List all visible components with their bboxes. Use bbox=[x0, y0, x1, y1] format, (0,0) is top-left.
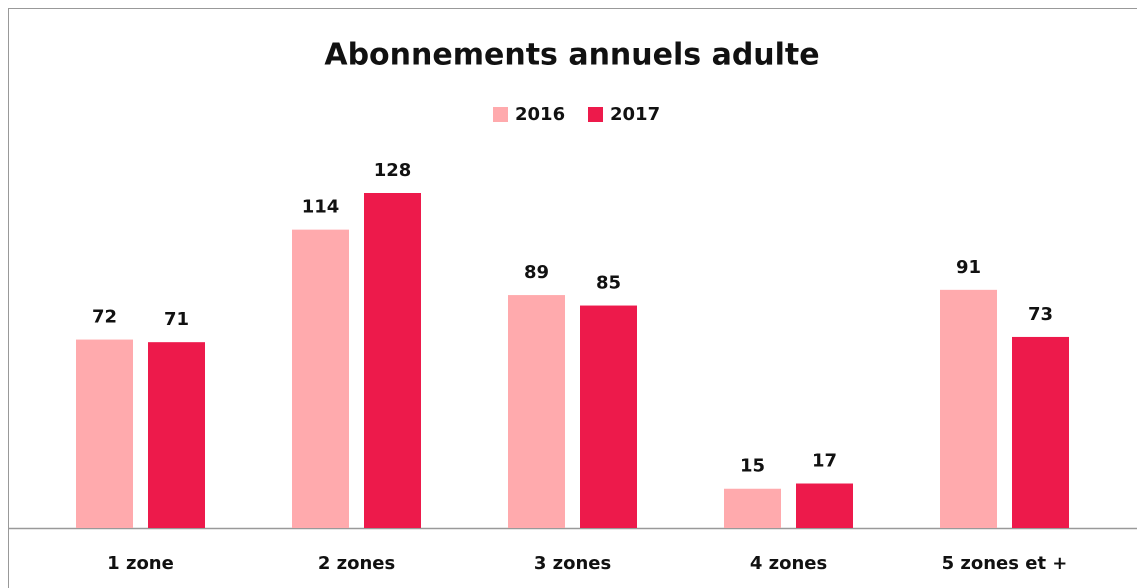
data-label: 91 bbox=[956, 257, 981, 278]
legend-label: 2016 bbox=[515, 104, 565, 125]
bar bbox=[580, 305, 637, 528]
bar bbox=[148, 342, 205, 528]
x-tick-label: 1 zone bbox=[107, 553, 174, 574]
data-label: 85 bbox=[596, 273, 621, 294]
data-label: 17 bbox=[812, 451, 837, 472]
x-tick-label: 3 zones bbox=[534, 553, 611, 574]
bar bbox=[940, 289, 997, 528]
chart-frame bbox=[8, 8, 1137, 588]
legend-swatch bbox=[493, 107, 508, 122]
bar bbox=[724, 488, 781, 528]
bar bbox=[76, 339, 133, 528]
legend-swatch bbox=[588, 107, 603, 122]
data-label: 89 bbox=[524, 262, 549, 283]
data-label: 15 bbox=[740, 456, 765, 477]
bar bbox=[292, 229, 349, 528]
bar bbox=[796, 483, 853, 528]
data-label: 128 bbox=[374, 160, 412, 181]
chart-title: Abonnements annuels adulte bbox=[324, 38, 819, 73]
x-tick-label: 5 zones et + bbox=[942, 553, 1068, 574]
x-tick-label: 4 zones bbox=[750, 553, 827, 574]
legend-label: 2017 bbox=[610, 104, 660, 125]
data-label: 114 bbox=[302, 197, 340, 218]
data-label: 72 bbox=[92, 307, 117, 328]
bar bbox=[364, 193, 421, 528]
bar bbox=[1012, 336, 1069, 528]
data-label: 73 bbox=[1028, 304, 1053, 325]
bar bbox=[508, 295, 565, 528]
data-label: 71 bbox=[164, 309, 189, 330]
x-tick-label: 2 zones bbox=[318, 553, 395, 574]
